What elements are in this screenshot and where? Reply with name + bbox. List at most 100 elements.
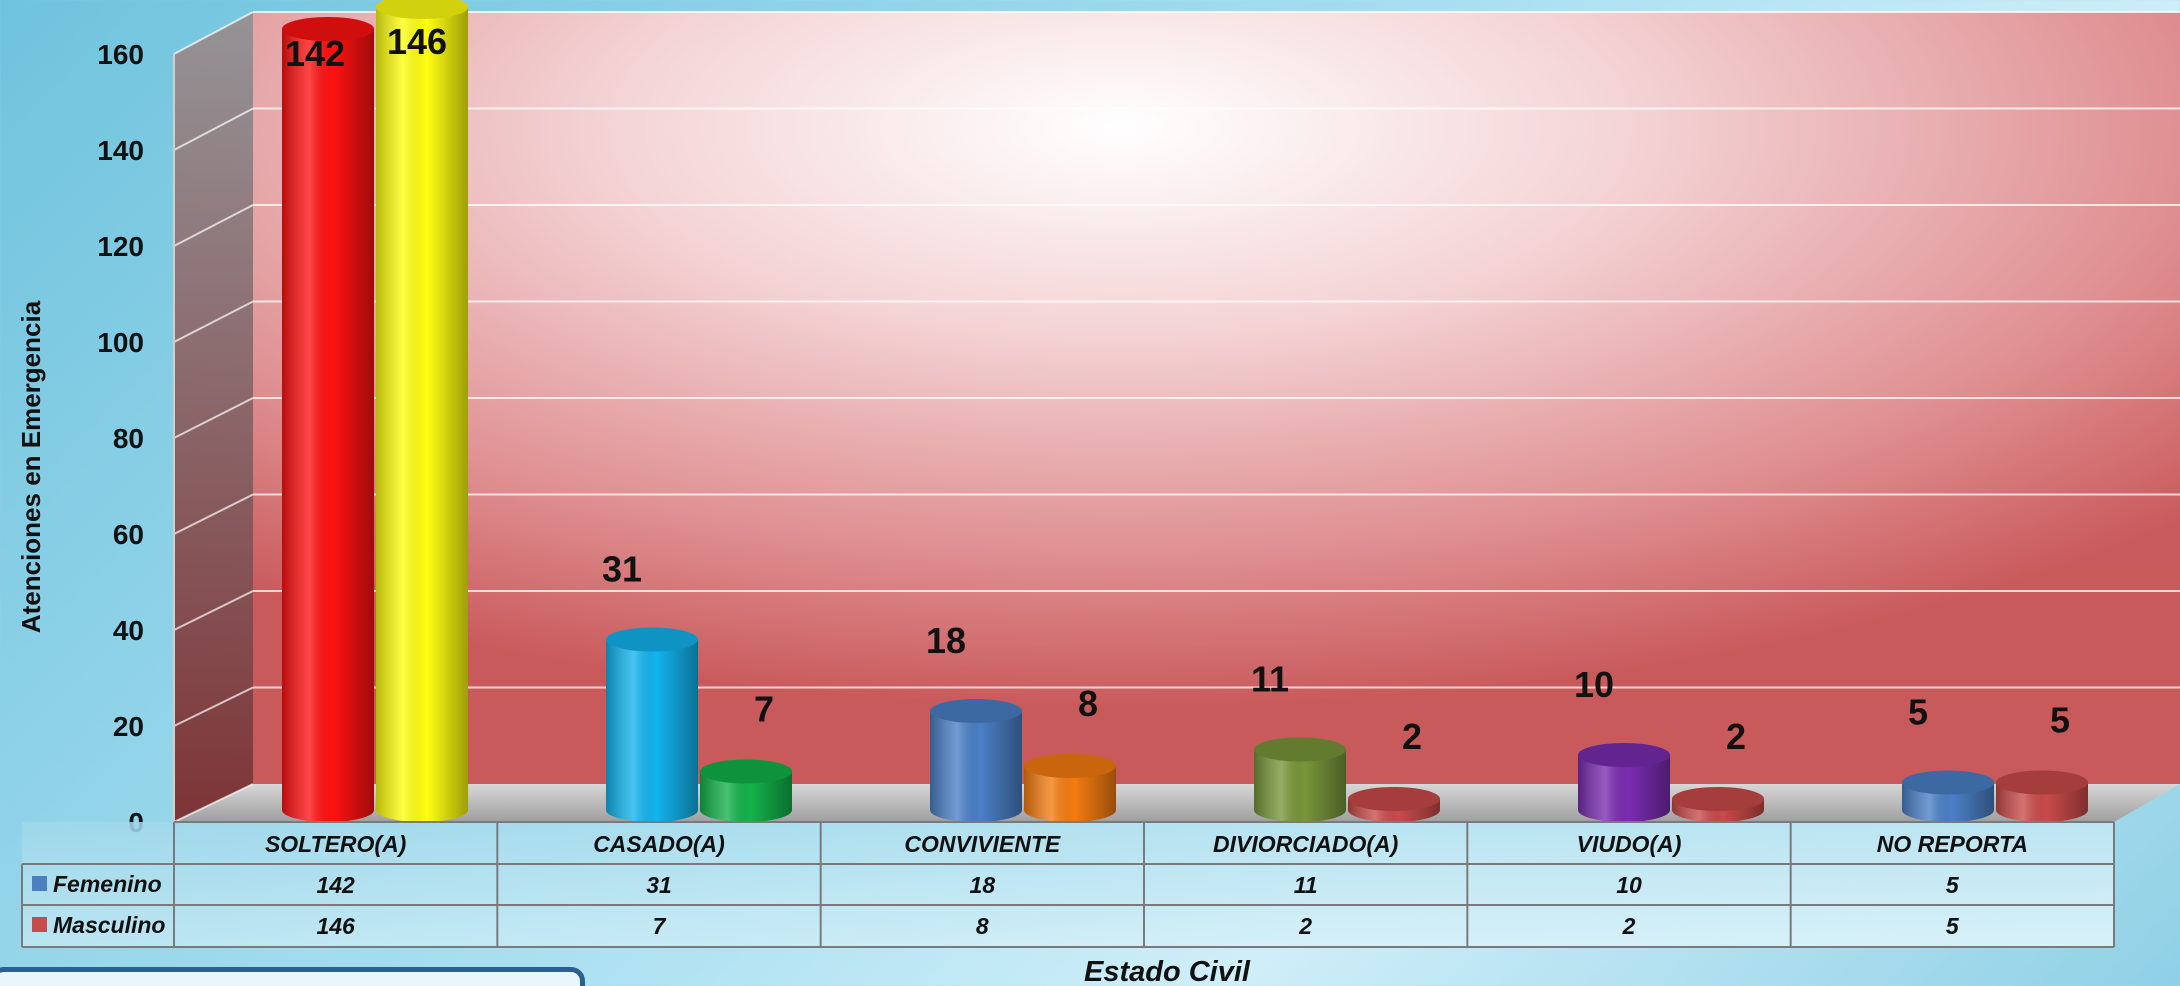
bar-masculino-no-reporta <box>1996 770 2088 822</box>
table-cell-masculino-no-reporta: 5 <box>1946 913 1960 939</box>
data-table-cells: SOLTERO(A) CASADO(A) CONVIVIENTE DIVIORCIAD… <box>32 831 2028 939</box>
data-label-femenino-conviviente: 18 <box>926 620 966 661</box>
legend-key-femenino <box>32 876 47 891</box>
data-label-masculino-conviviente: 8 <box>1078 683 1098 724</box>
table-cell-femenino-soltero-a: 142 <box>316 872 355 898</box>
y-tick-label: 80 <box>113 423 144 454</box>
data-label-femenino-casado-a: 31 <box>602 549 642 590</box>
table-cell-femenino-conviviente: 18 <box>970 872 996 898</box>
bar-top <box>1254 737 1346 762</box>
legend-key-masculino <box>32 917 47 932</box>
bar-top-shade <box>1348 787 1440 811</box>
y-tick-label: 140 <box>97 135 144 166</box>
table-cell-masculino-casado-a: 7 <box>653 913 667 939</box>
gridline-side <box>173 493 254 535</box>
bar-top <box>1672 787 1764 811</box>
data-label-masculino-soltero-a: 146 <box>387 21 447 62</box>
bar-top <box>1348 787 1440 811</box>
data-label-femenino-diviorciado-a: 11 <box>1251 659 1289 700</box>
gridline-side <box>173 11 254 55</box>
table-cell-masculino-soltero-a: 146 <box>316 913 355 939</box>
y-tick-label: 40 <box>113 615 144 646</box>
data-label-masculino-viudo-a: 2 <box>1726 716 1746 757</box>
bar-masculino-casado-a <box>700 759 792 822</box>
bar-top-shade <box>1996 770 2088 795</box>
bar-femenino-soltero-a <box>282 17 374 822</box>
bar-top <box>700 759 792 784</box>
bar-shading <box>1578 755 1670 822</box>
gridline-side <box>173 204 254 247</box>
bar-top-shade <box>700 759 792 784</box>
bar-shading <box>376 7 468 822</box>
bar-masculino-diviorciado-a <box>1348 787 1440 822</box>
legend-label-masculino: Masculino <box>53 912 165 938</box>
data-table-bg <box>22 822 2114 947</box>
bar-top-shade <box>1672 787 1764 811</box>
bar-top <box>930 699 1022 723</box>
gridlines <box>173 11 2180 823</box>
y-ticks: 020406080100120140160 <box>97 39 144 838</box>
bar-shading <box>700 771 792 822</box>
data-label-masculino-casado-a: 7 <box>754 689 774 730</box>
x-tick-label-diviorciado-a: DIVIORCIADO(A) <box>1213 831 1398 857</box>
data-label-masculino-no-reporta: 5 <box>2050 700 2070 741</box>
data-label-femenino-viudo-a: 10 <box>1574 664 1614 705</box>
data-label-masculino-diviorciado-a: 2 <box>1402 716 1422 757</box>
y-axis-label: Atenciones en Emergencia <box>16 300 46 633</box>
bar-top-shade <box>1024 754 1116 778</box>
bar-top <box>1996 770 2088 795</box>
bar-top <box>1902 770 1994 795</box>
table-cell-masculino-conviviente: 8 <box>976 913 989 939</box>
table-cell-femenino-casado-a: 31 <box>646 872 672 898</box>
bar-shading <box>606 639 698 822</box>
chart-frame <box>173 11 2180 823</box>
bar-femenino-diviorciado-a <box>1254 737 1346 822</box>
data-table-gridlines <box>21 821 2115 948</box>
bar-top-shade <box>606 627 698 652</box>
gridline-side <box>173 590 254 631</box>
corner-panel <box>0 967 585 986</box>
table-cell-femenino-viudo-a: 10 <box>1616 872 1642 898</box>
bar-shading <box>1024 766 1116 822</box>
bar-top-shade <box>1578 743 1670 767</box>
bar-femenino-casado-a <box>606 627 698 822</box>
table-cell-femenino-no-reporta: 5 <box>1946 872 1960 898</box>
gridline-side <box>173 397 254 439</box>
bar-top <box>606 627 698 652</box>
x-tick-label-casado-a: CASADO(A) <box>593 831 725 857</box>
y-tick-label: 100 <box>97 327 144 358</box>
x-tick-label-conviviente: CONVIVIENTE <box>904 831 1061 857</box>
table-cell-masculino-viudo-a: 2 <box>1622 913 1636 939</box>
data-label-femenino-no-reporta: 5 <box>1908 692 1928 733</box>
gridline-side <box>173 783 254 823</box>
y-tick-label: 20 <box>113 711 144 742</box>
bar-shading <box>930 711 1022 822</box>
bar-shading <box>1254 749 1346 822</box>
bar-femenino-viudo-a <box>1578 743 1670 822</box>
table-cell-femenino-diviorciado-a: 11 <box>1294 872 1318 898</box>
y-axis: Atenciones en Emergencia 020406080100120… <box>16 39 144 838</box>
x-tick-label-no-reporta: NO REPORTA <box>1877 831 2028 857</box>
x-axis-label: Estado Civil <box>1084 956 1251 986</box>
bar-top <box>282 17 374 41</box>
legend-label-femenino: Femenino <box>53 871 162 897</box>
bar-femenino-conviviente <box>930 699 1022 822</box>
bar-top-shade <box>282 17 374 41</box>
gridline-side <box>173 107 254 151</box>
bar-masculino-viudo-a <box>1672 787 1764 822</box>
bar-top-shade <box>1254 737 1346 762</box>
bar-top-shade <box>930 699 1022 723</box>
value-labels: 142 146 31 7 18 8 11 2 10 2 5 5 <box>285 21 2070 757</box>
table-cell-masculino-diviorciado-a: 2 <box>1298 913 1312 939</box>
bar-shading <box>282 29 374 822</box>
data-label-femenino-soltero-a: 142 <box>285 33 345 74</box>
floor <box>174 784 2180 822</box>
x-tick-label-viudo-a: VIUDO(A) <box>1577 831 1682 857</box>
gridline-side <box>173 686 254 727</box>
bar-femenino-no-reporta <box>1902 770 1994 822</box>
x-tick-label-soltero-a: SOLTERO(A) <box>265 831 406 857</box>
data-table: SOLTERO(A) CASADO(A) CONVIVIENTE DIVIORCIAD… <box>21 821 2115 948</box>
bar-top-shade <box>376 0 468 19</box>
